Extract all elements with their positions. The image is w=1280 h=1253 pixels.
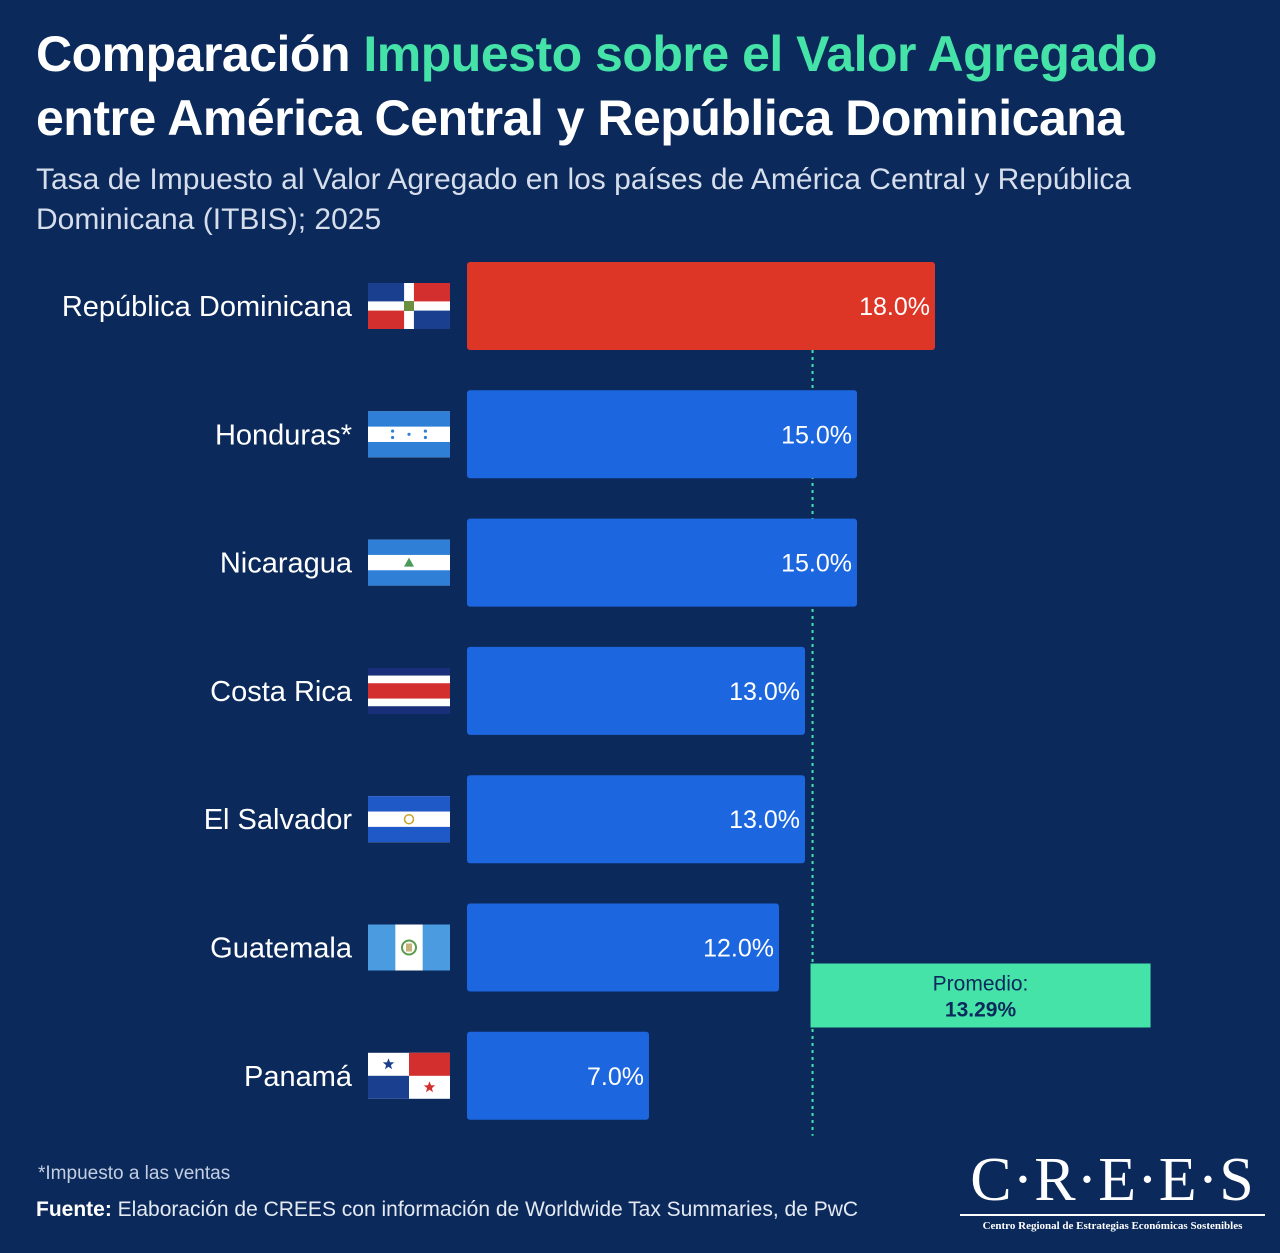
category-label: Costa Rica [210, 676, 353, 708]
bar-value-label: 7.0% [587, 1063, 644, 1091]
average-label: Promedio: [933, 973, 1029, 996]
category-label: Guatemala [210, 933, 353, 965]
crees-logo: C·R·E·E·S Centro Regional de Estrategias… [960, 1148, 1265, 1240]
honduras-flag [368, 411, 450, 458]
guatemala-flag [368, 924, 450, 971]
nicaragua-flag [368, 539, 450, 586]
average-badge [810, 963, 1151, 1028]
category-label: El Salvador [204, 804, 353, 836]
category-label: Panamá [244, 1061, 353, 1093]
chart-title: Comparación Impuesto sobre el Valor Agre… [36, 22, 1246, 150]
logo-name: C·R·E·E·S [970, 1146, 1255, 1214]
bar [467, 518, 857, 607]
logo-tagline: Centro Regional de Estrategias Económica… [960, 1214, 1265, 1232]
category-label: Nicaragua [220, 548, 353, 580]
costa-rica-flag [368, 667, 450, 714]
bar [467, 390, 857, 479]
bar [467, 646, 805, 735]
source-text: Elaboración de CREES con información de … [111, 1198, 859, 1221]
bar-value-label: 15.0% [781, 421, 852, 449]
bar [467, 903, 779, 992]
source-label: Fuente: [36, 1198, 112, 1221]
average-value: 13.29% [945, 999, 1017, 1022]
chart-subtitle: Tasa de Impuesto al Valor Agregado en lo… [36, 163, 1132, 236]
bar-value-label: 15.0% [781, 550, 852, 578]
source-note: Fuente: Elaboración de CREES con informa… [36, 1198, 858, 1222]
bar-value-label: 18.0% [859, 293, 930, 321]
bar-value-label: 12.0% [703, 935, 774, 963]
panama-flag [368, 1052, 450, 1099]
bar [467, 262, 935, 350]
dominican-republic-flag [368, 283, 450, 329]
bar-value-label: 13.0% [729, 806, 800, 834]
footnote: *Impuesto a las ventas [38, 1163, 231, 1184]
category-label: República Dominicana [62, 291, 353, 323]
title-accent: Impuesto sobre el Valor Agregado [363, 26, 1157, 82]
title-tail: entre América Central y República Domini… [36, 90, 1124, 146]
el-salvador-flag [368, 796, 450, 843]
bar [467, 775, 805, 864]
bar [467, 1031, 649, 1120]
title-lead: Comparación [36, 26, 364, 82]
bar-value-label: 13.0% [729, 678, 800, 706]
category-label: Honduras* [215, 419, 352, 451]
